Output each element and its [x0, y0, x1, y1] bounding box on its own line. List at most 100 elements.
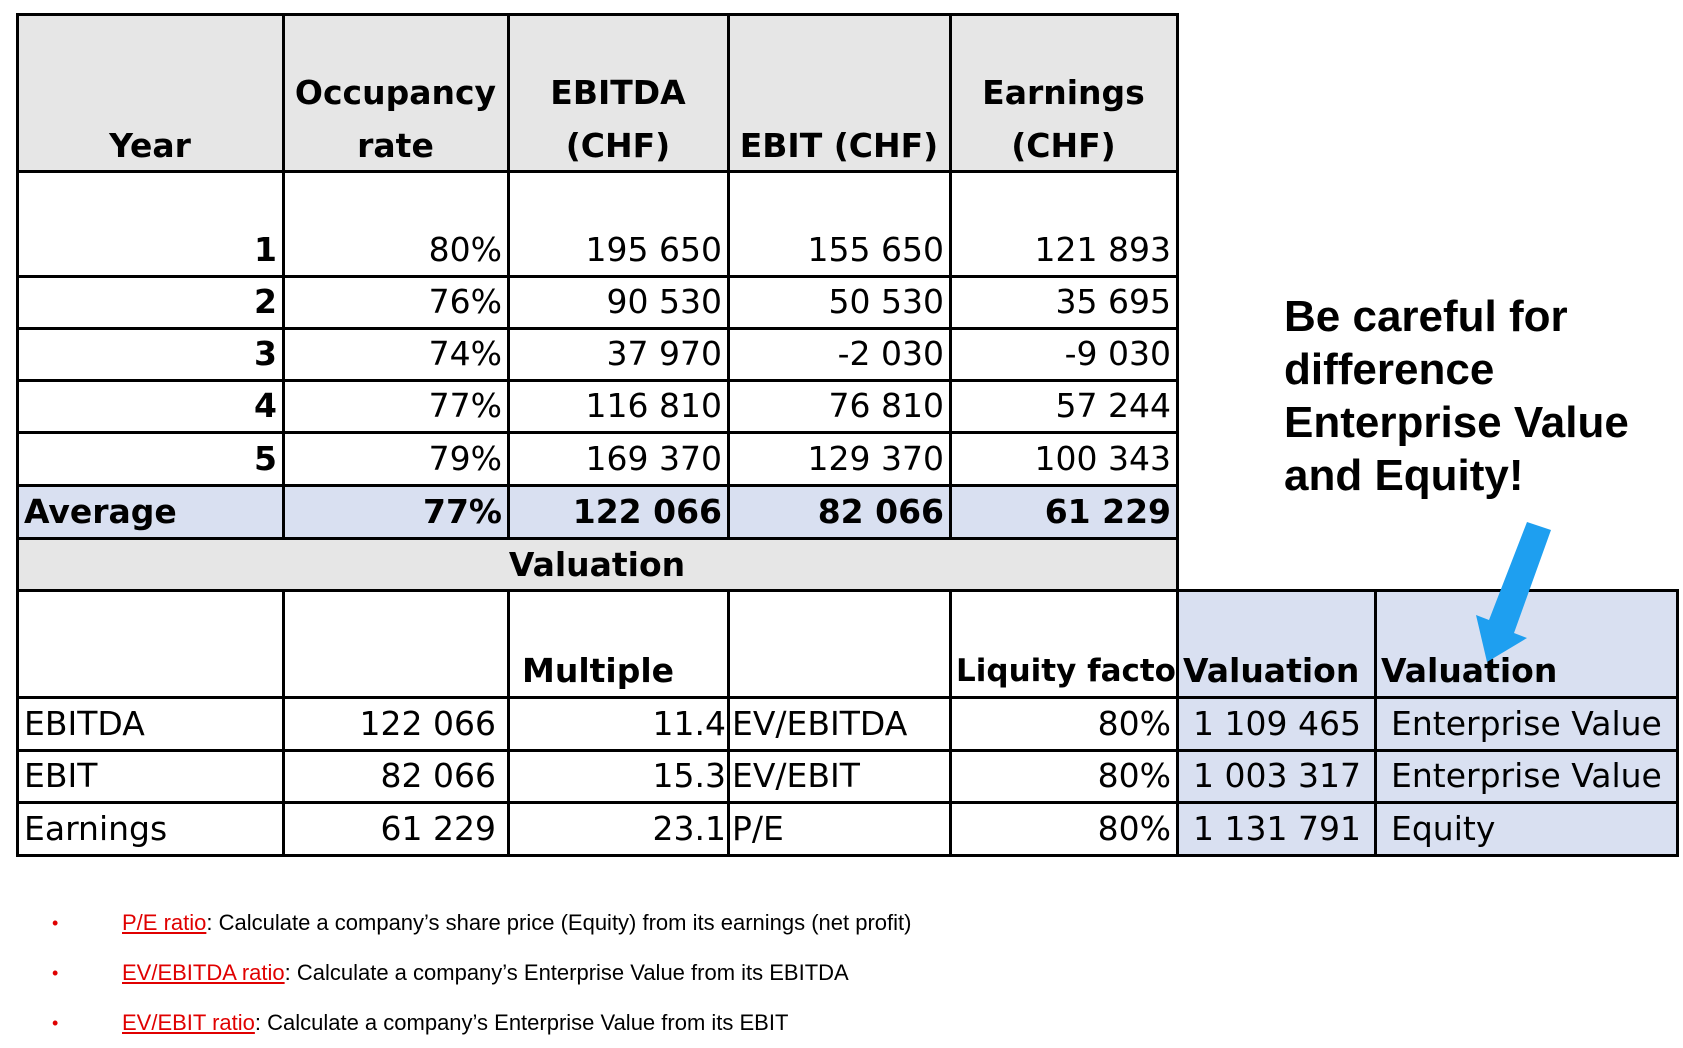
- valuation-row-2-label: EBIT: [24, 756, 98, 795]
- header-ebit: EBIT (CHF): [728, 14, 950, 172]
- valuation-row-1-multiple: 11.4: [652, 704, 726, 743]
- grid-line: [949, 13, 952, 539]
- grid-line: [16, 696, 1679, 699]
- grid-line: [282, 589, 285, 857]
- table-row-1-earnings: 121 893: [1034, 230, 1171, 269]
- valuation-header-blank-1: [17, 591, 283, 697]
- grid-line: [16, 170, 1179, 173]
- grid-line: [16, 327, 1179, 330]
- valuation-row-2-base: 82 066: [380, 756, 496, 795]
- header-ebit-label: EBIT (CHF): [739, 126, 939, 165]
- header-occupancy-line2: rate: [357, 126, 434, 165]
- grid-line: [507, 589, 510, 857]
- grid-line: [1374, 589, 1377, 857]
- grid-line: [1676, 589, 1679, 857]
- table-row-4-ebitda: 116 810: [585, 386, 722, 425]
- table-row-3-earnings: -9 030: [1064, 334, 1171, 373]
- valuation-row-2-value: 1 003 317: [1177, 750, 1375, 802]
- bullet-icon: •: [52, 1012, 59, 1033]
- valuation-title: Valuation: [17, 538, 1177, 591]
- table-row-5-earnings: 100 343: [1034, 439, 1171, 478]
- table-row-1-ebitda: 195 650: [585, 230, 722, 269]
- note-term: EV/EBITDA ratio: [122, 960, 285, 985]
- valuation-row-1-base: 122 066: [359, 704, 496, 743]
- valuation-header-blank-3: [728, 591, 950, 697]
- grid-line: [16, 275, 1179, 278]
- note-text: : Calculate a company’s Enterprise Value…: [254, 1010, 789, 1035]
- callout-line-3: Enterprise Value: [1284, 398, 1629, 447]
- table-row-3-occupancy: 74%: [428, 334, 502, 373]
- average-label: Average: [17, 485, 283, 538]
- callout-line-1: Be careful for: [1284, 292, 1568, 341]
- note-text: : Calculate a company’s Enterprise Value…: [284, 960, 849, 985]
- valuation-row-3-base: 61 229: [380, 809, 496, 848]
- grid-line: [16, 537, 1179, 540]
- grid-line: [1176, 13, 1179, 592]
- table-row-5-year: 5: [254, 439, 277, 478]
- valuation-row-3-value: 1 131 791: [1177, 802, 1375, 855]
- header-ebitda: EBITDA (CHF): [508, 14, 728, 172]
- list-item: • P/E ratio : Calculate a company’s shar…: [52, 898, 911, 948]
- average-ebit: 82 066: [728, 485, 950, 538]
- callout-line-4: and Equity!: [1284, 451, 1524, 500]
- list-item: • EV/EBITDA ratio : Calculate a company’…: [52, 948, 911, 998]
- grid-line: [16, 589, 1679, 592]
- table-row-4-ebit: 76 810: [828, 386, 944, 425]
- table-row-2-occupancy: 76%: [428, 282, 502, 321]
- valuation-row-3-multiple: 23.1: [652, 809, 726, 848]
- table-row-1-occupancy: 80%: [428, 230, 502, 269]
- financial-table: Year Occupancy rate EBITDA (CHF) EBIT (C…: [16, 13, 1679, 857]
- table-row-4-earnings: 57 244: [1055, 386, 1171, 425]
- grid-line: [16, 749, 1679, 752]
- grid-line: [1176, 589, 1179, 857]
- header-year-label: Year: [109, 126, 191, 165]
- header-ebitda-line1: EBITDA: [550, 73, 686, 112]
- valuation-row-2-factor: 80%: [1097, 756, 1171, 795]
- valuation-row-3-type: Equity: [1375, 802, 1678, 855]
- valuation-header-multiple: Multiple: [522, 651, 675, 690]
- table-row-4-occupancy: 77%: [428, 386, 502, 425]
- valuation-row-2-type: Enterprise Value: [1375, 750, 1678, 802]
- grid-line: [16, 379, 1179, 382]
- note-term: EV/EBIT ratio: [122, 1010, 255, 1035]
- header-year: Year: [17, 14, 283, 172]
- valuation-row-1-label: EBITDA: [24, 704, 145, 743]
- valuation-row-3-ratio: P/E: [732, 809, 784, 848]
- header-earnings-line1: Earnings: [982, 73, 1145, 112]
- table-row-5-occupancy: 79%: [428, 439, 502, 478]
- grid-line: [16, 484, 1179, 487]
- table-row-3-year: 3: [254, 334, 277, 373]
- grid-line: [16, 13, 19, 857]
- warning-callout: Be careful for difference Enterprise Val…: [1284, 290, 1683, 502]
- table-row-2-year: 2: [254, 282, 277, 321]
- average-ebitda: 122 066: [508, 485, 728, 538]
- table-row-5-ebitda: 169 370: [585, 439, 722, 478]
- table-row-5-ebit: 129 370: [807, 439, 944, 478]
- header-ebitda-line2: (CHF): [565, 126, 671, 165]
- valuation-row-1-type: Enterprise Value: [1375, 697, 1678, 750]
- grid-line: [507, 13, 510, 539]
- grid-line: [282, 13, 285, 539]
- valuation-row-3-label: Earnings: [24, 809, 168, 848]
- grid-line: [727, 589, 730, 857]
- header-earnings: Earnings (CHF): [950, 14, 1177, 172]
- valuation-row-1-value: 1 109 465: [1177, 697, 1375, 750]
- valuation-row-2-multiple: 15.3: [652, 756, 726, 795]
- valuation-row-1-factor: 80%: [1097, 704, 1171, 743]
- header-occupancy-line1: Occupancy: [294, 73, 497, 112]
- list-item: • EV/EBIT ratio : Calculate a company’s …: [52, 998, 911, 1048]
- grid-line: [16, 431, 1179, 434]
- table-row-1-ebit: 155 650: [807, 230, 944, 269]
- valuation-row-3-factor: 80%: [1097, 809, 1171, 848]
- table-row-2-ebit: 50 530: [828, 282, 944, 321]
- valuation-row-1-ratio: EV/EBITDA: [732, 704, 908, 743]
- table-row-2-earnings: 35 695: [1055, 282, 1171, 321]
- grid-line: [16, 13, 1179, 16]
- average-earnings: 61 229: [950, 485, 1177, 538]
- header-occupancy: Occupancy rate: [283, 14, 508, 172]
- grid-line: [727, 13, 730, 539]
- valuation-header-liquidity: Liquity factor: [956, 653, 1177, 689]
- note-text: : Calculate a company’s share price (Equ…: [206, 910, 912, 935]
- bullet-icon: •: [52, 962, 59, 983]
- average-occupancy: 77%: [283, 485, 508, 538]
